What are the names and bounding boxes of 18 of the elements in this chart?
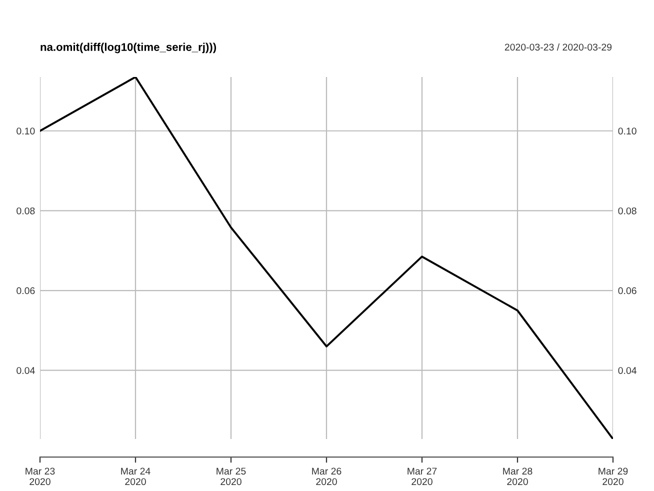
chart-title: na.omit(diff(log10(time_serie_rj))): [40, 42, 216, 54]
x-tick-label: Mar 25 2020: [216, 468, 246, 486]
y-tick-label: 0.04: [16, 367, 35, 374]
chart-subtitle: 2020-03-23 / 2020-03-29: [504, 43, 612, 51]
y-tick-label: 0.06: [16, 287, 35, 294]
x-tick-label: Mar 26 2020: [312, 468, 342, 486]
x-tick-label: Mar 28 2020: [503, 468, 532, 486]
x-tick-label: Mar 27 2020: [408, 468, 437, 486]
y-tick-label: 0.08: [16, 207, 35, 214]
line-series: [40, 77, 613, 439]
y2-tick-label: 0.06: [618, 287, 636, 294]
y2-tick-label: 0.04: [618, 367, 636, 374]
y-tick-label: 0.10: [16, 128, 35, 134]
x-tick-label: Mar 29 2020: [598, 468, 628, 486]
x-tick-label: Mar 24 2020: [121, 468, 150, 486]
y2-tick-label: 0.10: [618, 128, 636, 134]
y2-tick-label: 0.08: [618, 207, 636, 214]
x-tick-label: Mar 23 2020: [26, 468, 55, 486]
